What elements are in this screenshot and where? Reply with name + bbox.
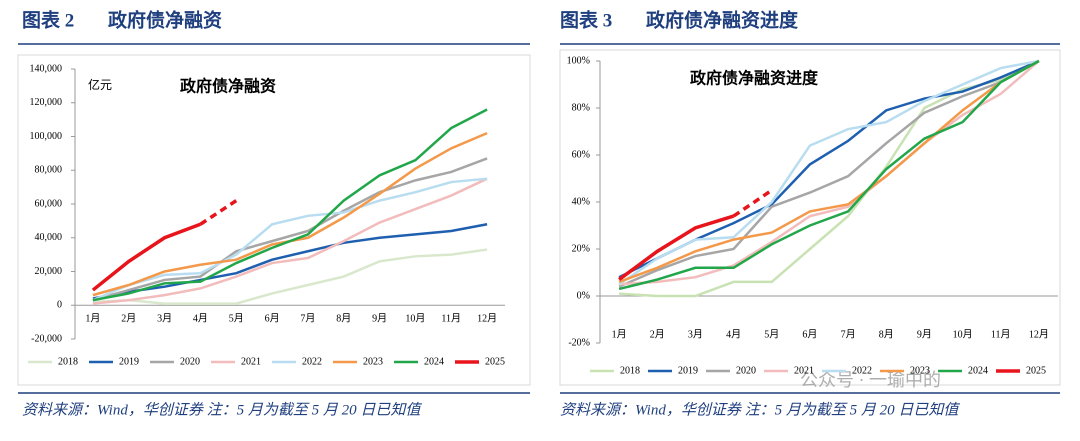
heading: 政府债净融资进度 [646, 8, 799, 31]
y-tick-label: 100% [567, 55, 590, 66]
chart-frame [17, 54, 531, 386]
legend-label: 2025 [1026, 365, 1046, 376]
y-tick-label: 40% [572, 196, 590, 207]
legend-label: 2018 [620, 365, 640, 376]
legend-label: 2021 [241, 356, 261, 367]
x-tick-label: 6月 [802, 328, 817, 340]
y-tick-label: -20% [568, 337, 590, 348]
series-line [619, 59, 1040, 298]
source-note: 资料来源：Wind，华创证券 注：5 月为截至 5 月 20 日已知值 [22, 401, 422, 418]
watermark: 公众号 · 一瑜中的 [800, 370, 941, 390]
legend-label: 2022 [852, 365, 872, 376]
y-tick-label: 20% [572, 243, 590, 254]
y-tick-label: 0 [57, 300, 62, 311]
x-tick-label: 7月 [300, 312, 315, 324]
legend-label: 2023 [363, 356, 383, 367]
chart-title: 政府债净融资进度 [690, 69, 819, 88]
y-tick-label: 100,000 [30, 131, 63, 142]
heading: 政府债净融资 [108, 8, 222, 31]
legend-label: 2024 [968, 365, 988, 376]
legend-label: 2024 [424, 356, 444, 367]
series-line [92, 223, 488, 300]
x-tick-label: 9月 [917, 328, 932, 340]
legend-label: 2022 [302, 356, 322, 367]
series-line-dashed [199, 199, 238, 226]
x-tick-label: 3月 [688, 328, 703, 340]
y-tick-label: -20,000 [31, 333, 62, 344]
legend-label: 2021 [794, 365, 814, 376]
y-tick-label: 40,000 [35, 232, 63, 243]
x-tick-label: 5月 [229, 312, 244, 324]
legend-label: 2019 [678, 365, 698, 376]
series-line [618, 59, 1040, 286]
legend-label: 2019 [119, 356, 139, 367]
series-line [618, 59, 1040, 279]
series-line [619, 60, 1040, 286]
x-tick-label: 11月 [991, 328, 1011, 340]
series-line [618, 59, 1040, 291]
chart-frame [559, 49, 1061, 386]
y-tick-label: 60,000 [35, 198, 63, 209]
y-tick-label: 60% [572, 149, 590, 160]
series-line [618, 214, 735, 281]
x-tick-label: 12月 [1029, 328, 1049, 340]
series-line [92, 157, 488, 302]
x-tick-label: 7月 [841, 328, 856, 340]
series-line [92, 248, 488, 305]
x-tick-label: 1月 [612, 328, 627, 340]
x-tick-label: 12月 [477, 312, 497, 324]
x-tick-label: 2月 [650, 328, 665, 340]
unit-label: 亿元 [88, 77, 112, 92]
x-tick-label: 8月 [879, 328, 894, 340]
x-tick-label: 3月 [157, 312, 172, 324]
x-tick-label: 4月 [726, 328, 741, 340]
x-tick-label: 4月 [193, 312, 208, 324]
x-tick-label: 10月 [405, 312, 425, 324]
x-tick-label: 6月 [265, 312, 280, 324]
legend-label: 2018 [58, 356, 78, 367]
legend-label: 2020 [180, 356, 200, 367]
series-line [92, 177, 488, 305]
chart-title: 政府债净融资 [180, 77, 276, 96]
x-tick-label: 8月 [336, 312, 351, 324]
x-tick-label: 5月 [764, 328, 779, 340]
source-note: 资料来源：Wind，华创证券 注：5 月为截至 5 月 20 日已知值 [560, 401, 960, 418]
y-tick-label: 120,000 [30, 97, 63, 108]
legend-label: 2025 [485, 356, 505, 367]
y-tick-label: 80% [572, 102, 590, 113]
y-tick-label: 20,000 [35, 266, 63, 277]
y-tick-label: 80,000 [35, 165, 63, 176]
x-tick-label: 10月 [953, 328, 973, 340]
series-line [92, 108, 488, 302]
series-line [618, 59, 1040, 284]
y-tick-label: 0% [577, 290, 590, 301]
x-tick-label: 1月 [85, 312, 100, 324]
x-tick-label: 2月 [121, 312, 136, 324]
series-line [92, 177, 488, 302]
figure-number: 图表 3 [560, 8, 612, 31]
x-tick-label: 9月 [372, 312, 387, 324]
legend-label: 2020 [736, 365, 756, 376]
series-line [92, 131, 488, 297]
y-tick-label: 140,000 [30, 63, 63, 74]
x-tick-label: 11月 [441, 312, 461, 324]
legend-label: 2023 [910, 365, 930, 376]
series-line [618, 59, 1040, 288]
figure-number: 图表 2 [22, 8, 74, 31]
series-line [91, 222, 202, 292]
series-line-dashed [732, 188, 773, 218]
